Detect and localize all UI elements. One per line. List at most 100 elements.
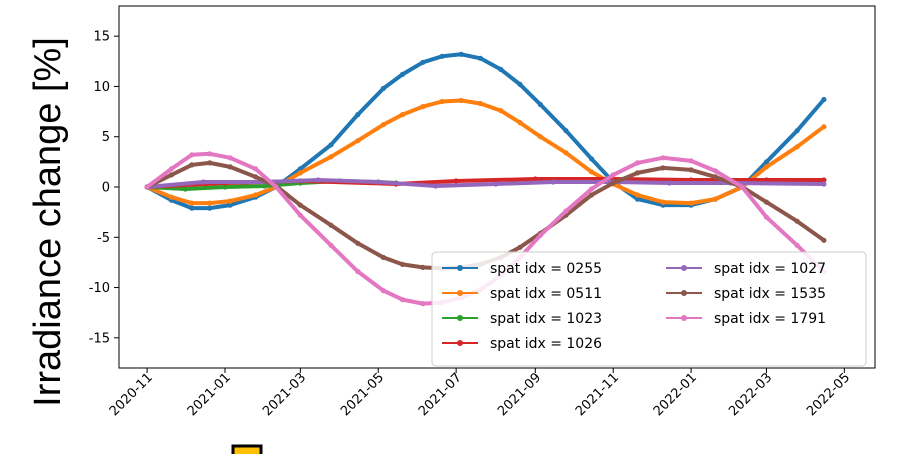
data-point [297, 170, 303, 176]
data-point [537, 134, 544, 140]
legend-marker [681, 315, 687, 321]
data-point [355, 112, 361, 118]
data-point [821, 177, 827, 183]
data-point [207, 200, 213, 206]
data-point [588, 192, 595, 198]
legend-label: spat idx = 1535 [714, 286, 826, 302]
data-point [588, 169, 595, 175]
data-point [763, 199, 770, 205]
data-point [439, 53, 445, 59]
data-point [688, 158, 694, 164]
data-point [610, 172, 616, 178]
highlight-marker-square [231, 444, 263, 454]
data-point [763, 164, 770, 170]
data-point [168, 194, 174, 200]
data-point [253, 166, 259, 172]
legend-marker [457, 290, 463, 296]
data-point [227, 155, 233, 161]
data-point [297, 212, 303, 218]
data-point [380, 122, 386, 128]
y-tick-label: 15 [93, 30, 110, 45]
data-point [399, 71, 406, 77]
data-point [634, 170, 641, 176]
data-point [189, 200, 195, 206]
x-tick-label: 2021-05 [338, 370, 387, 419]
data-point [227, 164, 233, 170]
data-point [634, 196, 641, 202]
data-point [498, 108, 504, 114]
data-point [227, 202, 233, 208]
data-point [563, 150, 569, 156]
data-point [493, 181, 499, 187]
data-point [550, 179, 556, 185]
data-point [610, 180, 616, 186]
series-line-1 [145, 98, 826, 206]
data-point [355, 268, 361, 275]
data-point [794, 144, 800, 150]
data-point [273, 184, 279, 190]
x-tick-label: 2021-11 [573, 370, 622, 419]
legend-marker [681, 290, 687, 296]
y-tick-label: -15 [89, 331, 110, 346]
data-point [477, 100, 483, 107]
data-point [262, 183, 268, 189]
data-point [168, 166, 174, 172]
data-point [328, 142, 334, 148]
data-point [253, 174, 259, 180]
data-point [712, 174, 719, 180]
x-tick-label: 2022-05 [804, 370, 853, 419]
data-point [355, 240, 361, 246]
data-point [458, 97, 464, 104]
data-point [588, 186, 595, 192]
data-point [739, 184, 745, 190]
data-point [328, 154, 334, 160]
data-point [688, 167, 694, 173]
y-tick-label: 10 [93, 80, 110, 95]
x-tick-label: 2021-03 [260, 370, 309, 419]
data-point [794, 128, 800, 134]
legend: spat idx = 0255 spat idx = 0511 spat idx =… [431, 251, 867, 367]
y-tick-label: 0 [102, 181, 110, 196]
data-point [189, 162, 195, 168]
data-point [399, 261, 406, 267]
data-point [660, 165, 666, 171]
data-point [200, 179, 206, 185]
data-point [763, 214, 770, 220]
data-point [380, 254, 386, 260]
legend-label: spat idx = 1026 [490, 336, 602, 352]
data-point [222, 184, 228, 190]
data-point [328, 242, 334, 248]
y-axis-label: Irradiance change [%] [27, 37, 69, 407]
legend-marker [457, 265, 463, 271]
data-point [634, 160, 641, 166]
data-point [563, 208, 569, 214]
legend-label: spat idx = 1791 [714, 311, 826, 327]
data-point [821, 124, 827, 130]
data-point [821, 237, 827, 243]
x-tick-label: 2022-03 [726, 370, 775, 419]
data-point [498, 66, 504, 72]
x-tick-label: 2021-07 [416, 370, 465, 419]
data-point [375, 179, 381, 185]
data-point [439, 98, 445, 105]
data-point [688, 200, 694, 206]
data-point [821, 96, 827, 103]
data-point [634, 192, 641, 198]
data-point [420, 59, 426, 65]
data-point [433, 183, 439, 189]
data-point [517, 244, 523, 250]
data-point [355, 138, 361, 144]
data-point [399, 297, 406, 303]
data-point [563, 128, 569, 134]
legend-marker [457, 340, 463, 346]
data-point [144, 184, 150, 190]
data-point [537, 101, 544, 108]
data-point [712, 168, 719, 174]
x-tick-label: 2021-09 [495, 370, 544, 419]
data-point [821, 181, 827, 187]
data-point [253, 192, 259, 198]
data-point [328, 222, 334, 228]
y-tick-label: -10 [89, 281, 110, 296]
data-point [399, 112, 406, 118]
